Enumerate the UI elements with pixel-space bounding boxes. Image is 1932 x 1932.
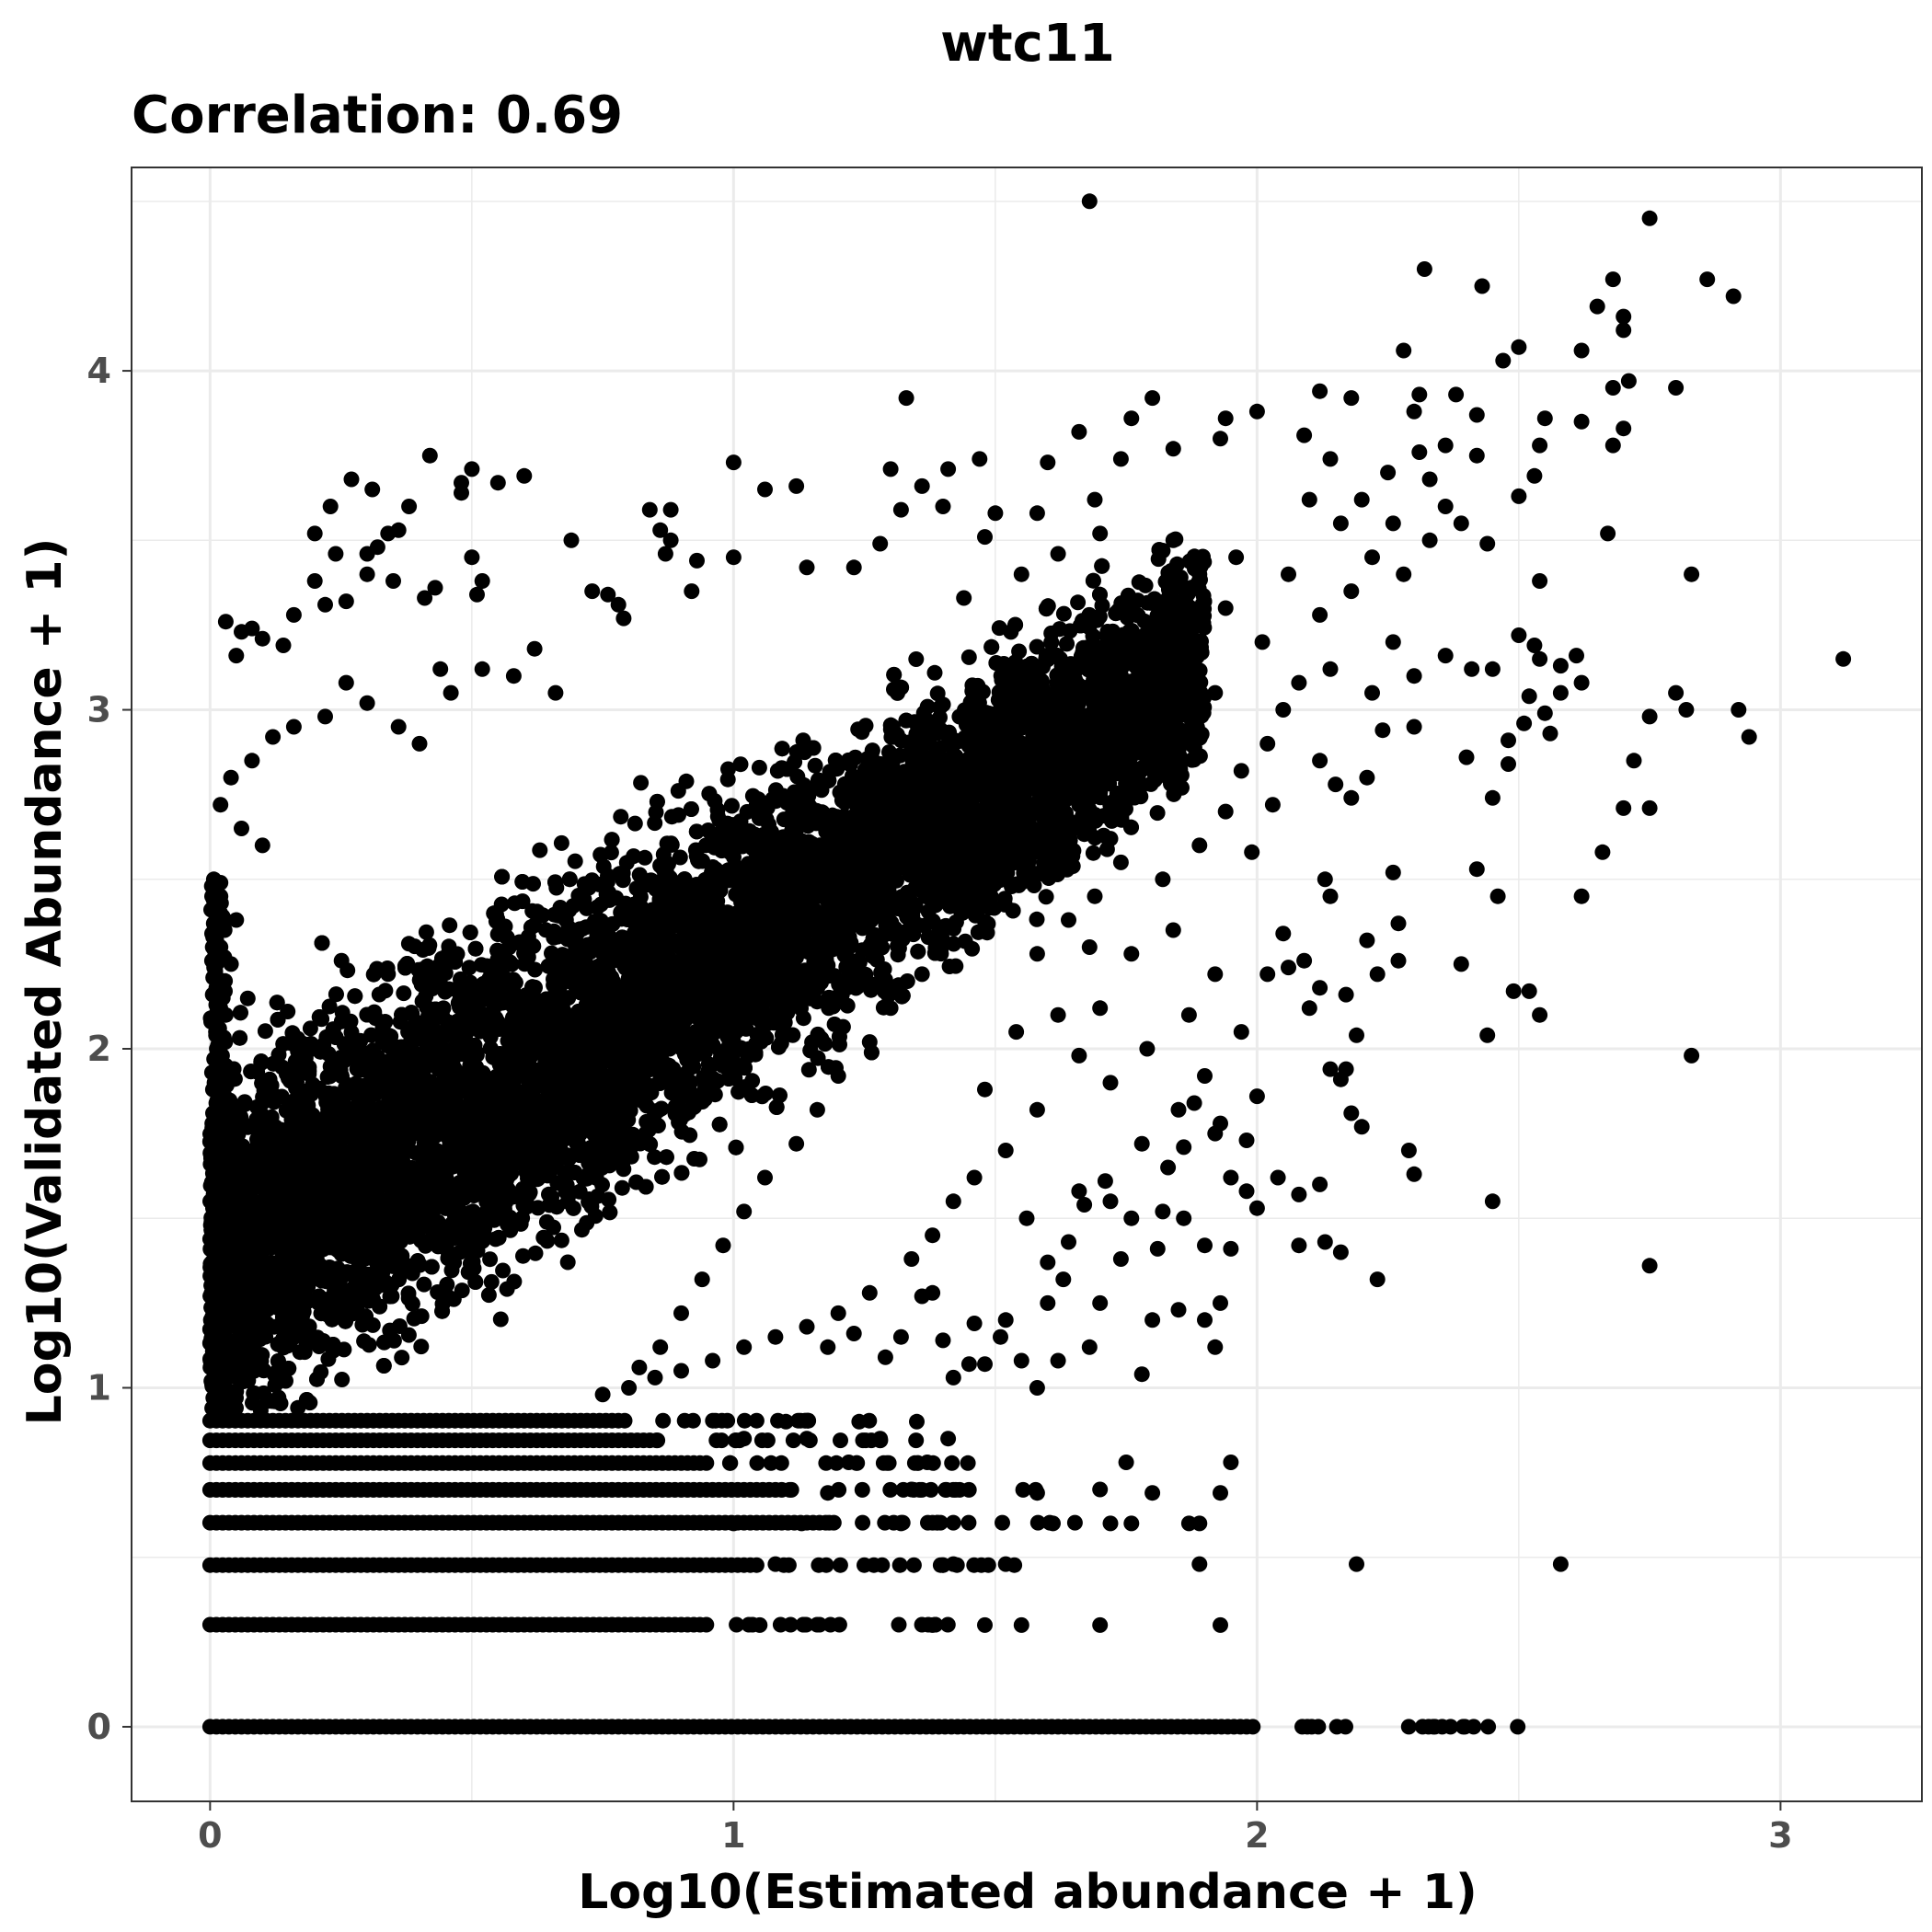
- data-point: [1338, 1719, 1353, 1735]
- data-point: [821, 1514, 837, 1531]
- data-point: [729, 1616, 745, 1633]
- data-point: [857, 1557, 872, 1573]
- data-point: [854, 1481, 870, 1498]
- data-point: [1443, 1719, 1459, 1735]
- data-point: [939, 1616, 956, 1633]
- data-point: [1066, 1514, 1083, 1531]
- chart-subtitle: Correlation: 0.69: [132, 86, 623, 145]
- data-point: [506, 895, 523, 912]
- data-point: [832, 1557, 848, 1573]
- data-point: [1480, 1719, 1497, 1735]
- data-point: [877, 1514, 893, 1531]
- data-point: [722, 1455, 739, 1471]
- data-point: [785, 1432, 801, 1449]
- data-point: [1029, 911, 1045, 927]
- data-point: [807, 757, 823, 774]
- data-point: [798, 1616, 814, 1633]
- data-point: [781, 1481, 798, 1498]
- data-point: [684, 1412, 701, 1429]
- data-point: [891, 1616, 907, 1633]
- data-point: [1510, 1719, 1526, 1735]
- data-point: [908, 1432, 925, 1449]
- data-point: [960, 1455, 976, 1471]
- data-point: [719, 1412, 736, 1429]
- data-point: [698, 1455, 715, 1471]
- data-point: [749, 1455, 765, 1471]
- data-point: [1304, 1719, 1320, 1735]
- data-point: [649, 1432, 665, 1449]
- data-point: [831, 1616, 847, 1633]
- data-point: [782, 1616, 799, 1633]
- data-point: [1245, 1719, 1261, 1735]
- data-point: [751, 759, 767, 776]
- data-point: [882, 1481, 899, 1498]
- data-point: [736, 1412, 753, 1429]
- data-point: [945, 1514, 961, 1531]
- data-point: [698, 1616, 715, 1633]
- data-point: [833, 1432, 848, 1449]
- data-point: [655, 1412, 672, 1429]
- data-point: [707, 1412, 724, 1429]
- data-point: [944, 1455, 960, 1471]
- data-point: [800, 1412, 816, 1429]
- data-points: [201, 193, 1852, 1735]
- data-point: [759, 1432, 776, 1449]
- data-point: [394, 1350, 410, 1366]
- data-point: [960, 1514, 977, 1531]
- data-point: [855, 1514, 871, 1531]
- data-point: [929, 1514, 946, 1531]
- data-point: [763, 1455, 779, 1471]
- data-point: [748, 1557, 765, 1573]
- data-point: [713, 1432, 730, 1449]
- data-point: [973, 1557, 990, 1573]
- data-point: [627, 815, 643, 832]
- data-point: [748, 1412, 765, 1429]
- data-point: [811, 1616, 828, 1633]
- data-point: [670, 783, 686, 799]
- data-point: [1038, 889, 1054, 905]
- data-point: [960, 649, 977, 665]
- chart-title: wtc11: [940, 14, 1115, 74]
- data-point: [891, 1557, 908, 1573]
- data-point: [692, 1151, 707, 1167]
- data-point: [1085, 845, 1101, 861]
- data-point: [741, 1616, 757, 1633]
- data-point: [905, 1557, 922, 1573]
- data-point: [1400, 1719, 1417, 1735]
- data-point: [633, 775, 650, 791]
- data-point: [880, 1455, 897, 1471]
- data-point: [1015, 1481, 1031, 1498]
- data-point: [613, 809, 629, 825]
- data-point: [257, 1023, 273, 1040]
- data-point: [616, 1412, 633, 1429]
- data-point: [334, 1372, 351, 1387]
- data-point: [818, 1557, 834, 1573]
- data-point: [995, 1514, 1010, 1531]
- data-point: [818, 1455, 834, 1471]
- data-point: [948, 1481, 964, 1498]
- data-point: [1029, 1514, 1046, 1531]
- data-point: [899, 973, 915, 989]
- data-point: [302, 1020, 318, 1037]
- data-point: [1070, 594, 1087, 611]
- data-point: [1455, 1719, 1471, 1735]
- data-point: [855, 1432, 871, 1449]
